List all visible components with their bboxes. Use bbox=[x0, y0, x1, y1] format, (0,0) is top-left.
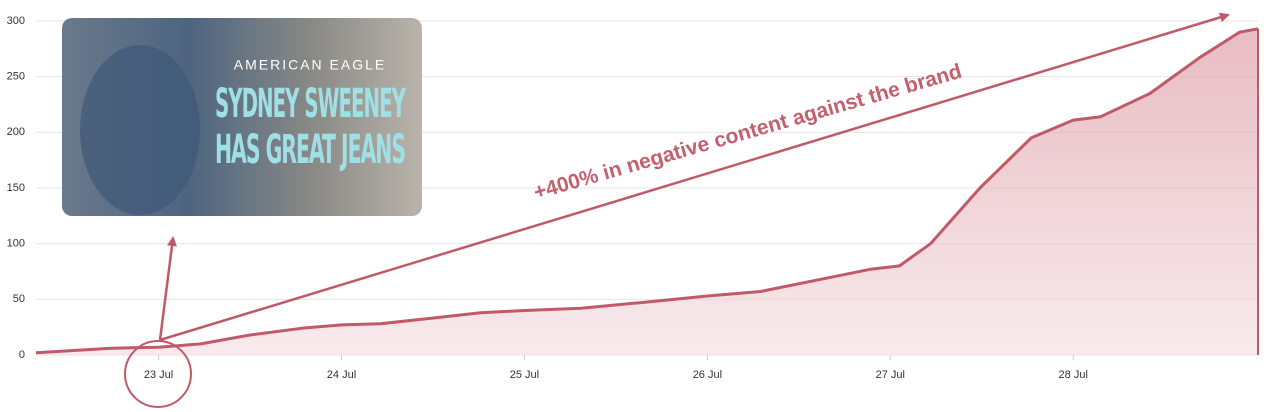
area-line bbox=[35, 27, 1259, 355]
x-tick-label: 23 Jul bbox=[144, 369, 173, 381]
x-tick-label: 25 Jul bbox=[510, 369, 539, 381]
campaign-image: AMERICAN EAGLE SYDNEY SWEENEY HAS GREAT … bbox=[62, 18, 422, 216]
x-tick-label: 28 Jul bbox=[1059, 369, 1088, 381]
image-text: SYDNEY SWEENEY bbox=[215, 81, 406, 127]
trend-arrow bbox=[159, 12, 1230, 342]
x-tick-label: 24 Jul bbox=[327, 369, 356, 381]
x-tick-label: 26 Jul bbox=[693, 369, 722, 381]
highlight-circle bbox=[124, 340, 192, 408]
figure-shape bbox=[80, 45, 200, 215]
image-text: HAS GREAT JEANS bbox=[215, 127, 405, 173]
y-tick-label: 0 bbox=[19, 349, 25, 361]
image-text: AMERICAN EAGLE bbox=[234, 57, 386, 73]
area-fill bbox=[36, 28, 1258, 356]
y-tick-label: 50 bbox=[13, 293, 25, 305]
plot bbox=[35, 27, 1259, 356]
y-tick-label: 100 bbox=[7, 238, 25, 250]
y-tick-label: 150 bbox=[7, 182, 25, 194]
y-tick-label: 250 bbox=[7, 71, 25, 83]
event-arrow bbox=[158, 236, 177, 341]
y-tick-label: 300 bbox=[7, 15, 25, 27]
x-tick-label: 27 Jul bbox=[876, 369, 905, 381]
y-tick-label: 200 bbox=[7, 126, 25, 138]
